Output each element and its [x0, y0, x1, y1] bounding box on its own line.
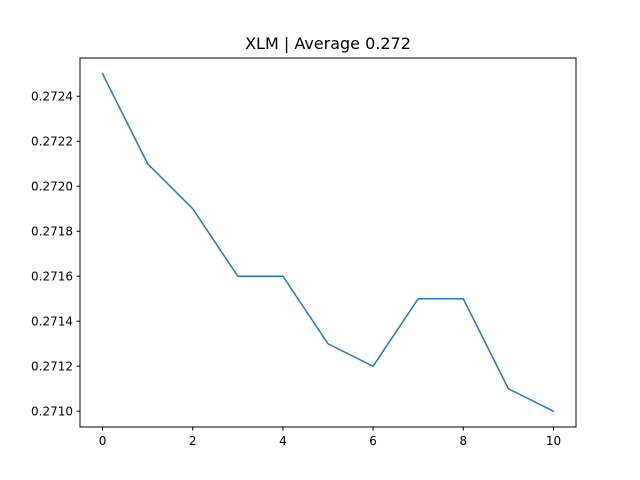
x-tick-label: 6: [369, 434, 377, 448]
x-tick-label: 10: [546, 434, 561, 448]
y-axis: 0.2710 0.2712 0.2714 0.2716 0.2718 0.2720 0.27…: [31, 90, 80, 419]
plot-area: [101, 72, 555, 413]
x-axis: 0 2 4 6 8 10: [99, 427, 561, 448]
y-tick-label: 0.2714: [31, 315, 73, 329]
y-tick-label: 0.2722: [31, 135, 73, 149]
x-tick-label: 8: [459, 434, 467, 448]
x-tick-label: 2: [189, 434, 197, 448]
y-tick-label: 0.2712: [31, 360, 73, 374]
axes-frame: [79, 57, 577, 428]
series-line-0: [101, 72, 555, 413]
x-tick-label: 4: [279, 434, 287, 448]
y-tick-label: 0.2716: [31, 270, 73, 284]
chart-title: XLM | Average 0.272: [245, 34, 411, 53]
y-tick-label: 0.2718: [31, 225, 73, 239]
x-tick-label: 0: [99, 434, 107, 448]
y-tick-label: 0.2710: [31, 405, 73, 419]
y-tick-label: 0.2724: [31, 90, 73, 104]
y-tick-label: 0.2720: [31, 180, 73, 194]
